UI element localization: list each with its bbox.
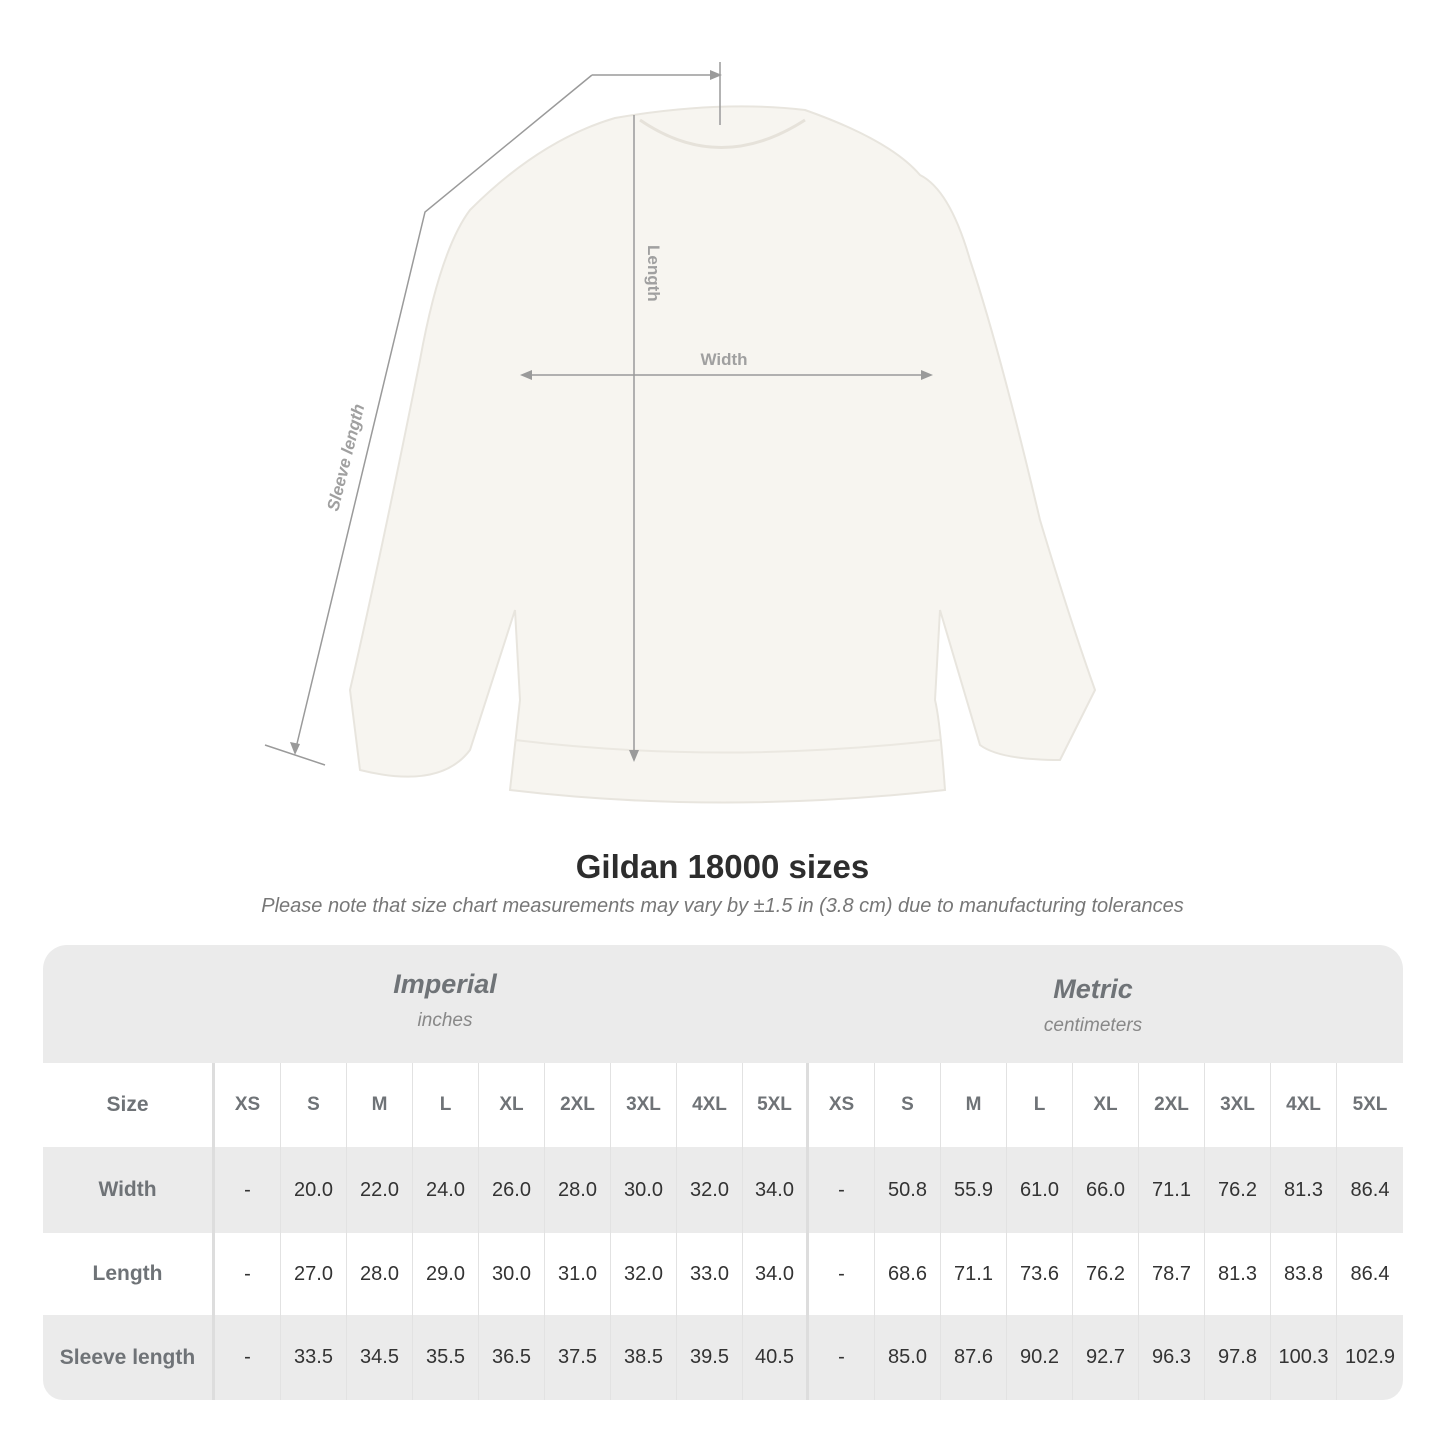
value-cell: 71.1 bbox=[941, 1233, 1007, 1315]
value-cell: 22.0 bbox=[347, 1147, 413, 1233]
tolerance-note: Please note that size chart measurements… bbox=[261, 895, 1184, 917]
value-cell: 73.6 bbox=[1007, 1233, 1073, 1315]
value-cell: 100.3 bbox=[1271, 1315, 1337, 1400]
value-cell: 76.2 bbox=[1205, 1147, 1271, 1233]
value-cell: - bbox=[809, 1233, 875, 1315]
value-cell: 38.5 bbox=[611, 1315, 677, 1400]
value-cell: - bbox=[809, 1147, 875, 1233]
size-header-cell: 5XL bbox=[743, 1063, 809, 1147]
size-header-cell: 4XL bbox=[1271, 1063, 1337, 1147]
imperial-title: Imperial bbox=[393, 969, 497, 999]
value-cell: 39.5 bbox=[677, 1315, 743, 1400]
size-header-cell: L bbox=[1007, 1063, 1073, 1147]
value-cell: 102.9 bbox=[1344, 1346, 1396, 1368]
value-cell: 85.0 bbox=[875, 1315, 941, 1400]
size-header-cell: 5XL bbox=[1352, 1094, 1388, 1115]
size-header-cell: XS bbox=[809, 1063, 875, 1147]
value-cell: 81.3 bbox=[1205, 1233, 1271, 1315]
value-cell: 24.0 bbox=[413, 1147, 479, 1233]
size-header-cell: M bbox=[347, 1063, 413, 1147]
metric-title: Metric bbox=[1053, 974, 1133, 1004]
length-label: Length bbox=[644, 245, 663, 302]
value-cell: 33.0 bbox=[677, 1233, 743, 1315]
table-row: Width -20.0 22.0 24.0 26.0 28.0 30.0 32.0 34.0-5… bbox=[43, 1147, 1403, 1233]
value-cell: 31.0 bbox=[545, 1233, 611, 1315]
imperial-header: Imperial inches bbox=[215, 969, 675, 1032]
value-cell: 36.5 bbox=[479, 1315, 545, 1400]
value-cell: 20.0 bbox=[281, 1147, 347, 1233]
metric-header: Metric centimeters bbox=[863, 974, 1323, 1037]
row-label: Width bbox=[43, 1147, 215, 1233]
value-cell: 90.2 bbox=[1007, 1315, 1073, 1400]
value-cell: - bbox=[215, 1147, 281, 1233]
value-cell: 40.5 bbox=[743, 1315, 809, 1400]
size-header-cell: M bbox=[941, 1063, 1007, 1147]
value-cell: 28.0 bbox=[545, 1147, 611, 1233]
row-label: Sleeve length bbox=[43, 1315, 215, 1400]
table-row: Length -27.0 28.0 29.0 30.0 31.0 32.0 33.0 34.0-… bbox=[43, 1233, 1403, 1315]
value-cell: 33.5 bbox=[281, 1315, 347, 1400]
page-title: Gildan 18000 sizes bbox=[575, 848, 870, 885]
width-label: Width bbox=[700, 350, 747, 369]
value-cell: 92.7 bbox=[1073, 1315, 1139, 1400]
value-cell: 86.4 bbox=[1350, 1178, 1390, 1201]
unit-header: Imperial inches Metric centimeters bbox=[43, 945, 1403, 1063]
table-row: Sleeve length -33.5 34.5 35.5 36.5 37.5 38.5 39… bbox=[43, 1315, 1403, 1400]
value-cell: 86.4 bbox=[1350, 1262, 1390, 1285]
size-header-cell: L bbox=[413, 1063, 479, 1147]
value-cell: 50.8 bbox=[875, 1147, 941, 1233]
imperial-unit: inches bbox=[417, 1010, 473, 1031]
value-cell: 34.0 bbox=[743, 1233, 809, 1315]
value-cell: 61.0 bbox=[1007, 1147, 1073, 1233]
value-cell: 71.1 bbox=[1139, 1147, 1205, 1233]
value-cell: 35.5 bbox=[413, 1315, 479, 1400]
value-cell: 34.5 bbox=[347, 1315, 413, 1400]
value-cell: 87.6 bbox=[941, 1315, 1007, 1400]
size-header-cell: 3XL bbox=[611, 1063, 677, 1147]
sleeve-measure-line bbox=[264, 62, 721, 766]
size-header-cell: S bbox=[875, 1063, 941, 1147]
size-header-cell: XL bbox=[1073, 1063, 1139, 1147]
size-header-cell: 3XL bbox=[1205, 1063, 1271, 1147]
value-cell: 78.7 bbox=[1139, 1233, 1205, 1315]
value-cell: 97.8 bbox=[1205, 1315, 1271, 1400]
value-cell: - bbox=[215, 1233, 281, 1315]
value-cell: 32.0 bbox=[611, 1233, 677, 1315]
sweatshirt-image bbox=[348, 105, 1097, 804]
value-cell: 55.9 bbox=[941, 1147, 1007, 1233]
value-cell: - bbox=[215, 1315, 281, 1400]
size-header-cell: 2XL bbox=[1139, 1063, 1205, 1147]
value-cell: 68.6 bbox=[875, 1233, 941, 1315]
value-cell: 30.0 bbox=[479, 1233, 545, 1315]
metric-unit: centimeters bbox=[1043, 1015, 1143, 1036]
size-header-cell: 4XL bbox=[677, 1063, 743, 1147]
size-header-cell: S bbox=[281, 1063, 347, 1147]
value-cell: 83.8 bbox=[1271, 1233, 1337, 1315]
size-header-row: Size XS S M L XL 2XL 3XL 4XL 5XL XS S M L XL 2XL 3XL 4XL 5… bbox=[43, 1063, 1403, 1147]
sleeve-length-label: Sleeve length bbox=[323, 402, 368, 513]
size-header-cell: XS bbox=[215, 1063, 281, 1147]
value-cell: 66.0 bbox=[1073, 1147, 1139, 1233]
value-cell: 27.0 bbox=[281, 1233, 347, 1315]
size-header-cell: XL bbox=[479, 1063, 545, 1147]
value-cell: 37.5 bbox=[545, 1315, 611, 1400]
value-cell: - bbox=[809, 1315, 875, 1400]
value-cell: 81.3 bbox=[1271, 1147, 1337, 1233]
row-label: Size bbox=[43, 1063, 215, 1147]
row-label: Length bbox=[43, 1233, 215, 1315]
value-cell: 32.0 bbox=[677, 1147, 743, 1233]
value-cell: 96.3 bbox=[1139, 1315, 1205, 1400]
sweatshirt-diagram: Sleeve length Length Width bbox=[264, 62, 1097, 804]
size-table: Imperial inches Metric centimeters Size X… bbox=[43, 945, 1403, 1400]
value-cell: 30.0 bbox=[611, 1147, 677, 1233]
value-cell: 28.0 bbox=[347, 1233, 413, 1315]
value-cell: 76.2 bbox=[1073, 1233, 1139, 1315]
size-header-cell: 2XL bbox=[545, 1063, 611, 1147]
value-cell: 29.0 bbox=[413, 1233, 479, 1315]
value-cell: 34.0 bbox=[743, 1147, 809, 1233]
value-cell: 26.0 bbox=[479, 1147, 545, 1233]
